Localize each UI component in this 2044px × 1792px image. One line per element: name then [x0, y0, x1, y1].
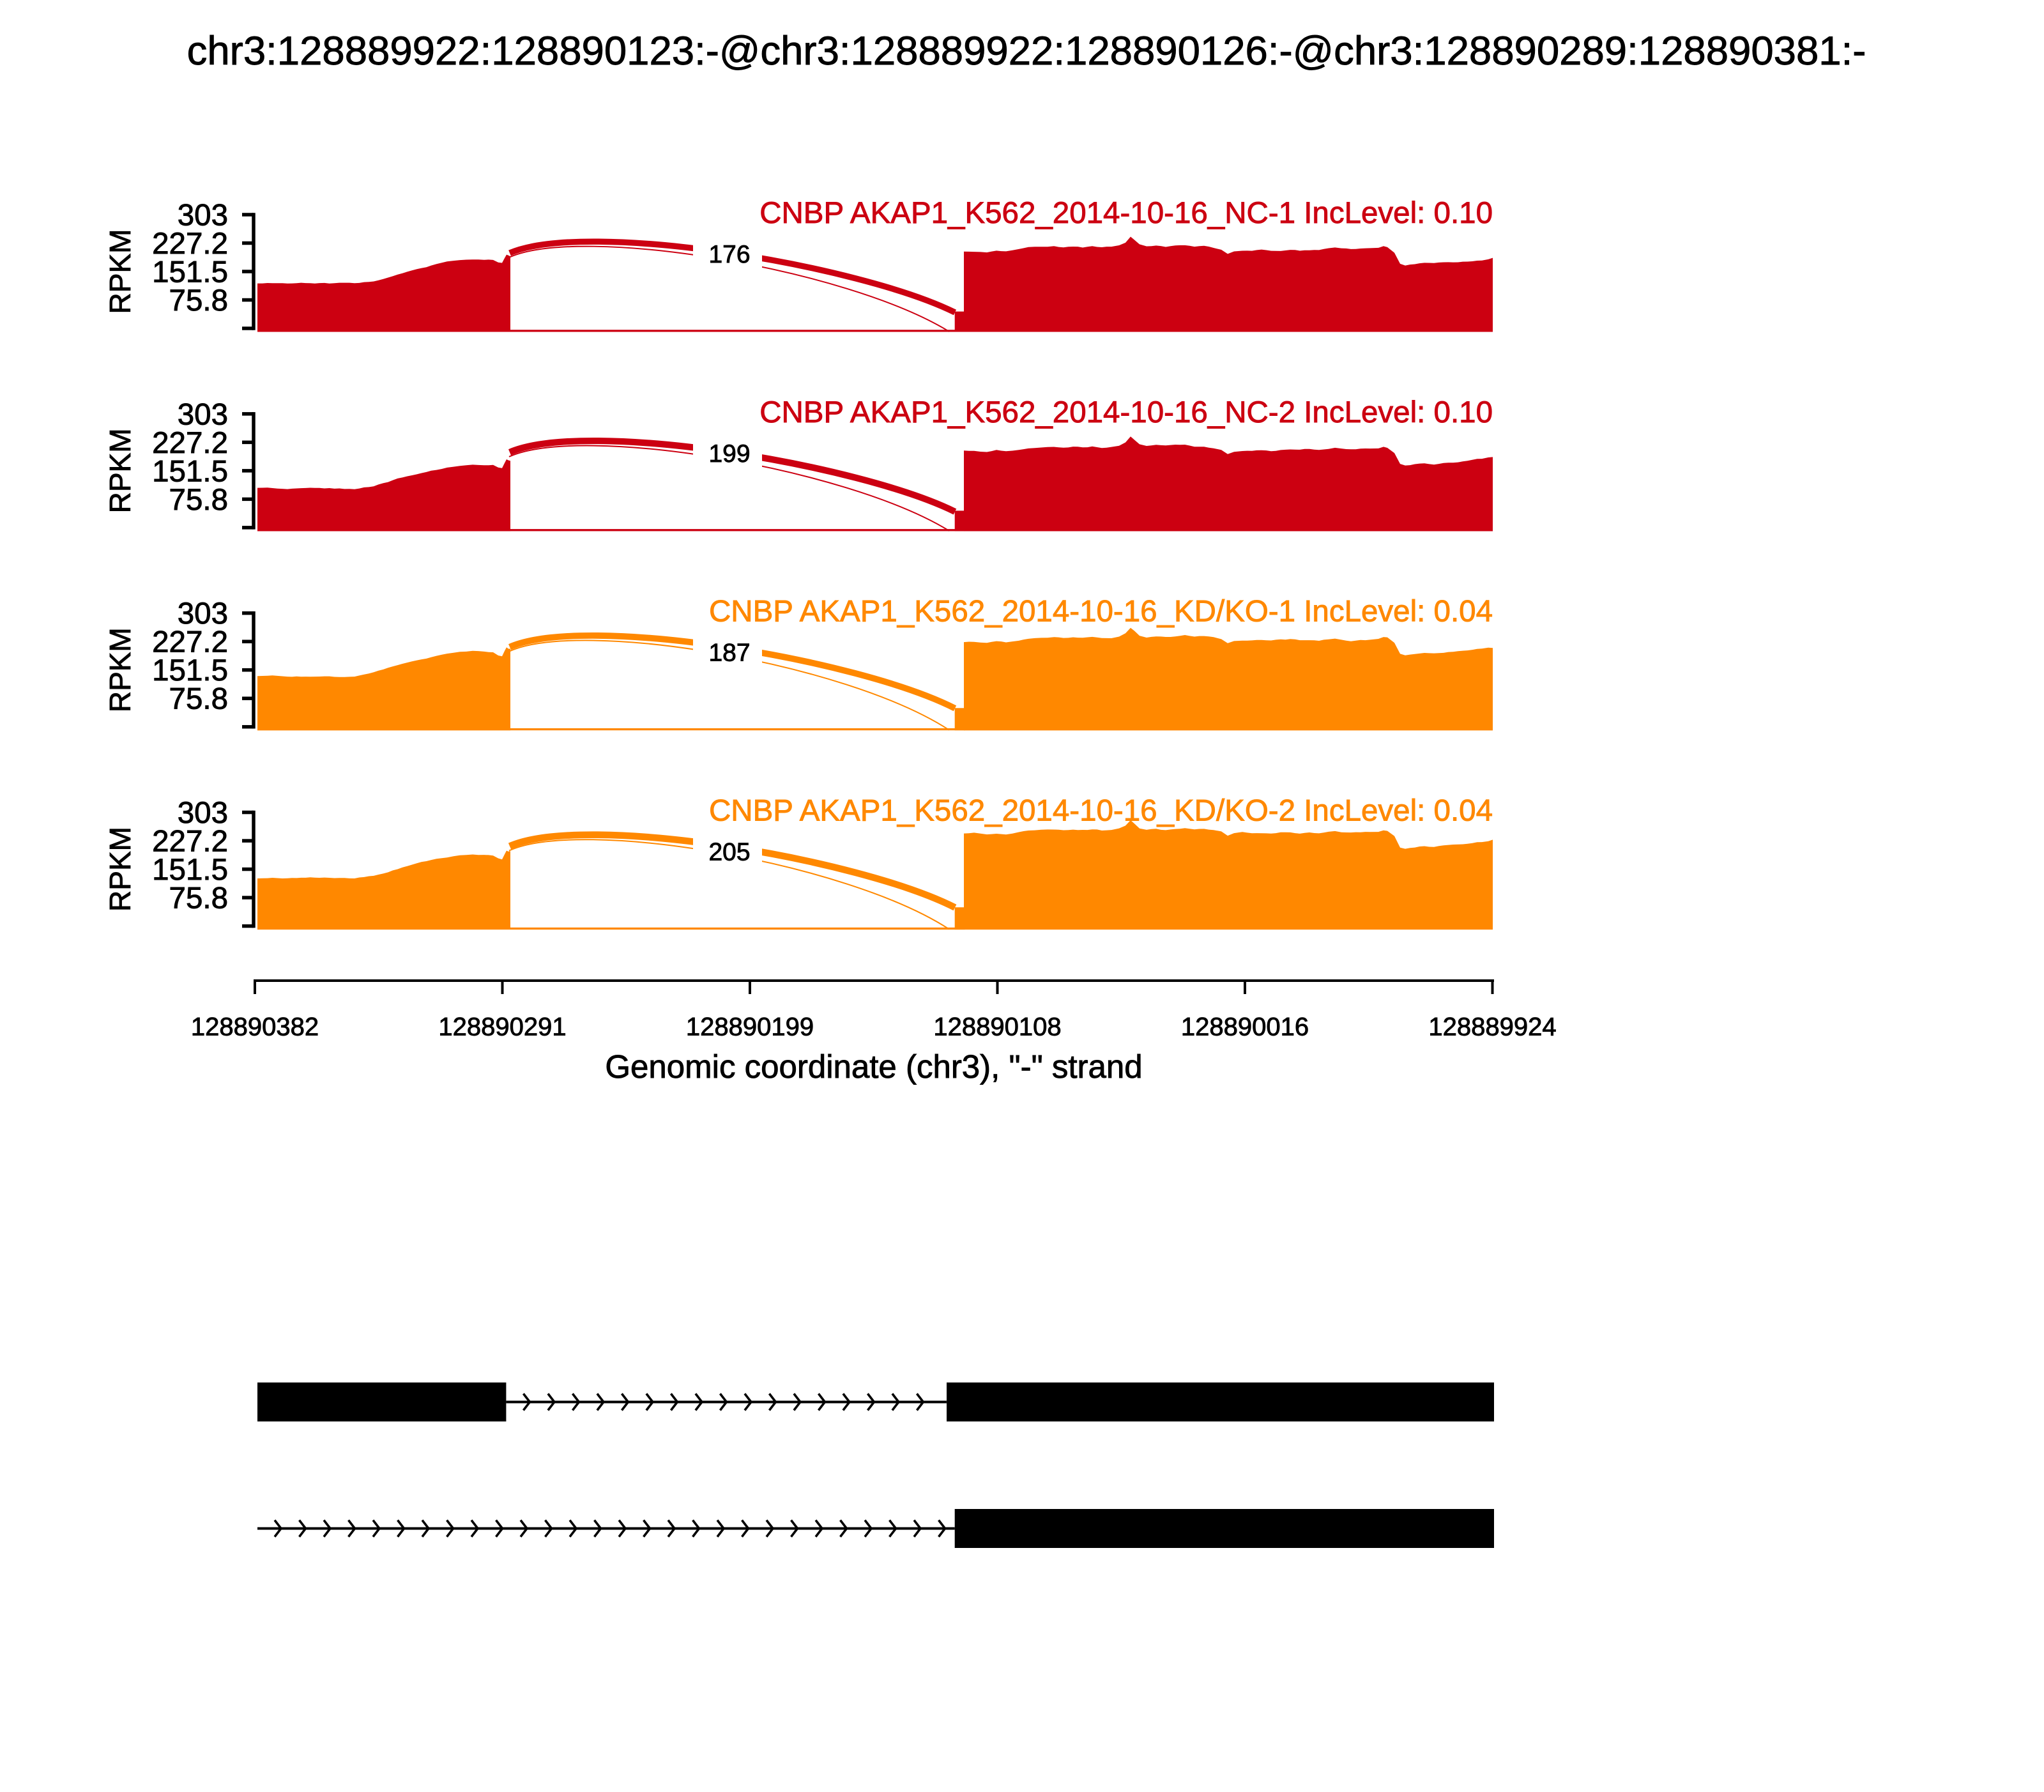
svg-text:187: 187	[708, 639, 750, 667]
svg-text:RPKM: RPKM	[103, 229, 137, 314]
svg-text:176: 176	[708, 241, 750, 268]
svg-text:75.8: 75.8	[169, 682, 228, 716]
svg-text:RPKM: RPKM	[103, 827, 137, 912]
svg-text:199: 199	[708, 440, 750, 468]
svg-text:CNBP AKAP1_K562_2014-10-16_NC-: CNBP AKAP1_K562_2014-10-16_NC-2 IncLevel…	[759, 395, 1493, 429]
svg-text:151.5: 151.5	[152, 654, 228, 687]
svg-text:CNBP AKAP1_K562_2014-10-16_NC-: CNBP AKAP1_K562_2014-10-16_NC-1 IncLevel…	[759, 196, 1493, 230]
svg-text:128890291: 128890291	[438, 1013, 566, 1041]
svg-text:151.5: 151.5	[152, 853, 228, 887]
svg-text:227.2: 227.2	[152, 426, 228, 460]
svg-text:151.5: 151.5	[152, 256, 228, 289]
svg-text:303: 303	[178, 796, 228, 830]
svg-text:151.5: 151.5	[152, 454, 228, 488]
svg-text:75.8: 75.8	[169, 882, 228, 915]
svg-text:227.2: 227.2	[152, 625, 228, 659]
svg-text:303: 303	[178, 199, 228, 233]
svg-text:227.2: 227.2	[152, 227, 228, 261]
svg-text:chr3:128889922:128890123:-@chr: chr3:128889922:128890123:-@chr3:12888992…	[187, 29, 1866, 73]
svg-text:128890108: 128890108	[933, 1013, 1061, 1041]
svg-text:227.2: 227.2	[152, 825, 228, 859]
svg-text:128890199: 128890199	[686, 1013, 814, 1041]
svg-text:75.8: 75.8	[169, 284, 228, 318]
svg-text:CNBP AKAP1_K562_2014-10-16_KD/: CNBP AKAP1_K562_2014-10-16_KD/KO-1 IncLe…	[709, 595, 1493, 629]
svg-text:128889924: 128889924	[1428, 1013, 1556, 1041]
svg-text:CNBP AKAP1_K562_2014-10-16_KD/: CNBP AKAP1_K562_2014-10-16_KD/KO-2 IncLe…	[709, 794, 1493, 828]
svg-text:RPKM: RPKM	[103, 428, 137, 513]
svg-text:RPKM: RPKM	[103, 627, 137, 712]
svg-text:75.8: 75.8	[169, 483, 228, 517]
svg-text:303: 303	[178, 397, 228, 431]
svg-text:205: 205	[708, 839, 750, 866]
svg-text:128890382: 128890382	[191, 1013, 319, 1041]
svg-text:128890016: 128890016	[1181, 1013, 1309, 1041]
svg-text:303: 303	[178, 597, 228, 631]
svg-text:Genomic coordinate (chr3), "-": Genomic coordinate (chr3), "-" strand	[605, 1048, 1142, 1085]
